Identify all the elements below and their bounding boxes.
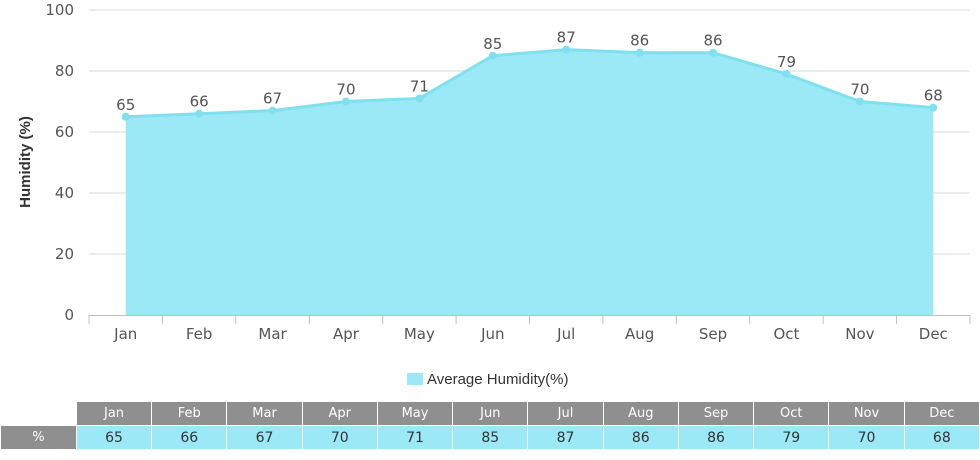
x-tick-label: Aug xyxy=(625,325,654,343)
table-header-cell: Mar xyxy=(226,401,303,426)
y-tick-label: 80 xyxy=(55,62,74,80)
data-point[interactable] xyxy=(635,48,644,57)
table-corner xyxy=(0,401,77,426)
data-label: 87 xyxy=(557,29,576,47)
data-label: 65 xyxy=(116,96,135,114)
table-cell: 65 xyxy=(75,425,153,450)
table-cell: 86 xyxy=(677,425,755,450)
table-header-cell: Sep xyxy=(677,401,755,426)
table-cell: 86 xyxy=(602,425,679,450)
table-cell: 70 xyxy=(828,425,905,450)
table-cell: 79 xyxy=(753,425,830,450)
data-point[interactable] xyxy=(929,103,938,112)
table-header-cell: Apr xyxy=(301,401,378,426)
data-point[interactable] xyxy=(415,94,424,103)
data-label: 85 xyxy=(483,35,502,53)
area-fill xyxy=(125,49,934,316)
data-label: 68 xyxy=(924,87,943,105)
data-label: 67 xyxy=(263,90,282,108)
x-tick-label: Nov xyxy=(845,325,874,343)
data-point[interactable] xyxy=(488,51,497,60)
data-label: 86 xyxy=(703,32,722,50)
data-label: 71 xyxy=(410,77,429,95)
data-label: 79 xyxy=(777,53,796,71)
x-tick-label: Jan xyxy=(113,325,137,343)
table-header-cell: Jul xyxy=(527,401,604,426)
x-tick-label: May xyxy=(404,325,435,343)
data-point[interactable] xyxy=(195,109,204,118)
table-header-cell: Feb xyxy=(151,401,228,426)
series-line xyxy=(125,48,934,119)
table-header-cell: Oct xyxy=(753,401,830,426)
legend-swatch xyxy=(407,373,423,385)
x-tick-label: Dec xyxy=(919,325,948,343)
x-tick-label: Feb xyxy=(186,325,213,343)
table-cell: 66 xyxy=(151,425,228,450)
y-tick-label: 40 xyxy=(55,184,74,202)
data-labels: 65 66 67 70 71 85 87 86 86 79 70 68 xyxy=(116,29,943,121)
table-header-row: Jan Feb Mar Apr May Jun Jul Aug Sep Oct Nov Dec xyxy=(0,401,980,426)
table-header-cell: May xyxy=(376,401,454,426)
y-tick-label: 20 xyxy=(55,245,74,263)
x-tick-label: Jun xyxy=(480,325,504,343)
table-row-label: % xyxy=(0,425,77,450)
y-axis-title: Humidity (%) xyxy=(17,116,34,208)
x-tick-label: Mar xyxy=(258,325,287,343)
table-header-cell: Dec xyxy=(903,401,980,426)
data-point[interactable] xyxy=(268,106,277,115)
data-point[interactable] xyxy=(782,70,791,79)
data-table: Jan Feb Mar Apr May Jun Jul Aug Sep Oct Nov Dec % 65… xyxy=(0,401,980,450)
table-cell: 71 xyxy=(376,425,454,450)
table-cell: 68 xyxy=(903,425,980,450)
data-label: 86 xyxy=(630,32,649,50)
axes: 0 20 40 60 80 100 Jan Feb Mar Apr May Jun Jul Aug Sep O… xyxy=(45,1,971,343)
x-tick-label: Sep xyxy=(699,325,727,343)
y-tick-label: 0 xyxy=(64,306,74,324)
data-point[interactable] xyxy=(709,48,718,57)
table-cell: 70 xyxy=(301,425,378,450)
table-row: % 65 66 67 70 71 85 87 86 86 79 70 68 xyxy=(0,425,980,450)
x-tick-label: Oct xyxy=(773,325,799,343)
data-point[interactable] xyxy=(341,97,350,106)
table-header-cell: Jun xyxy=(452,401,529,426)
table-cell: 67 xyxy=(226,425,303,450)
table-header-cell: Nov xyxy=(828,401,905,426)
chart-area: 0 20 40 60 80 100 Jan Feb Mar Apr May Jun Jul Aug Sep O… xyxy=(17,1,971,389)
x-tick-label: Apr xyxy=(333,325,360,343)
legend-label: Average Humidity(%) xyxy=(427,370,569,388)
y-tick-label: 60 xyxy=(55,123,74,141)
humidity-chart: 0 20 40 60 80 100 Jan Feb Mar Apr May Jun Jul Aug Sep O… xyxy=(17,1,971,343)
legend[interactable]: Average Humidity(%) xyxy=(407,369,568,389)
data-label: 70 xyxy=(336,81,355,99)
data-point[interactable] xyxy=(855,97,864,106)
area-series xyxy=(125,48,934,316)
table-cell: 87 xyxy=(527,425,604,450)
table-header-cell: Aug xyxy=(602,401,679,426)
y-tick-label: 100 xyxy=(45,1,74,19)
table-header-cell: Jan xyxy=(75,401,153,426)
data-point[interactable] xyxy=(121,112,130,121)
data-label: 70 xyxy=(850,81,869,99)
data-label: 66 xyxy=(190,93,209,111)
x-tick-label: Jul xyxy=(556,325,575,343)
data-point[interactable] xyxy=(562,45,571,54)
table-cell: 85 xyxy=(452,425,529,450)
